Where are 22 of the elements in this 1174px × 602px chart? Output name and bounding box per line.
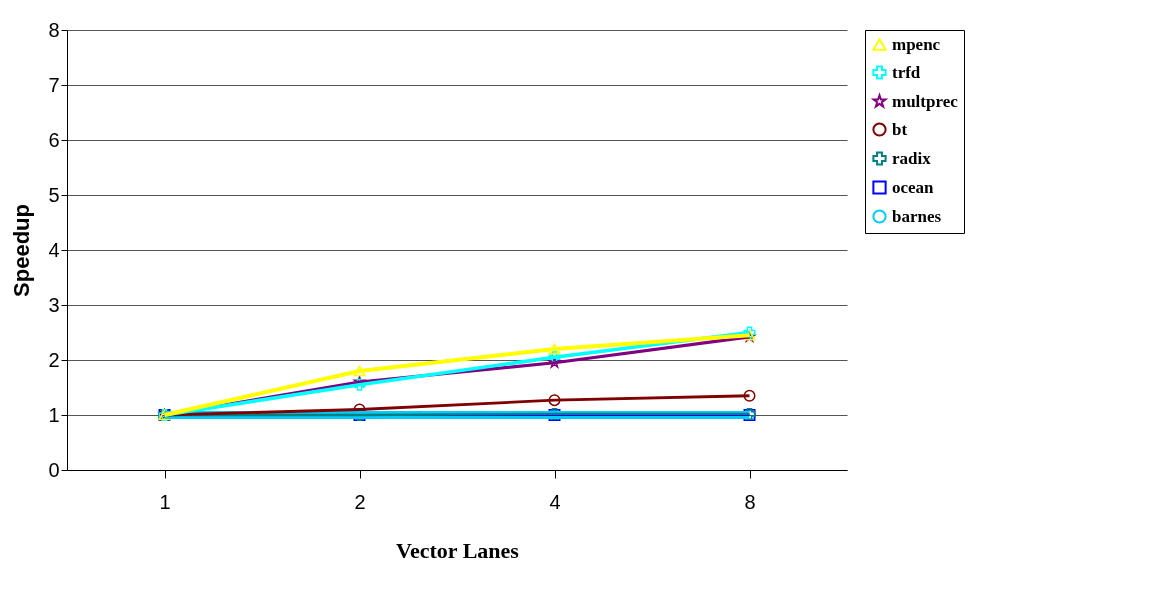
x-tick-label: 4 bbox=[549, 490, 561, 513]
y-tick-label: 5 bbox=[48, 183, 60, 206]
x-tick-label: 2 bbox=[354, 490, 366, 513]
y-tick-label: 8 bbox=[48, 18, 60, 41]
legend-label: bt bbox=[892, 119, 908, 139]
legend-label: mpenc bbox=[892, 34, 941, 54]
legend-label: ocean bbox=[892, 177, 935, 197]
y-tick-label: 1 bbox=[48, 403, 60, 426]
y-tick-label: 3 bbox=[48, 293, 60, 316]
y-tick-label: 7 bbox=[48, 73, 60, 96]
legend-label: trfd bbox=[892, 62, 921, 82]
y-tick-label: 2 bbox=[48, 348, 60, 371]
x-axis-title: Vector Lanes bbox=[396, 537, 520, 563]
y-axis-title: Speedup bbox=[9, 204, 35, 297]
x-tick-label: 8 bbox=[744, 490, 756, 513]
y-tick-label: 6 bbox=[48, 128, 60, 151]
x-tick-label: 1 bbox=[159, 490, 171, 513]
legend-label: radix bbox=[892, 148, 932, 168]
legend-label: barnes bbox=[892, 206, 942, 226]
y-tick-label: 4 bbox=[48, 238, 60, 261]
legend-label: multprec bbox=[892, 91, 959, 111]
y-tick-label: 0 bbox=[48, 458, 60, 481]
